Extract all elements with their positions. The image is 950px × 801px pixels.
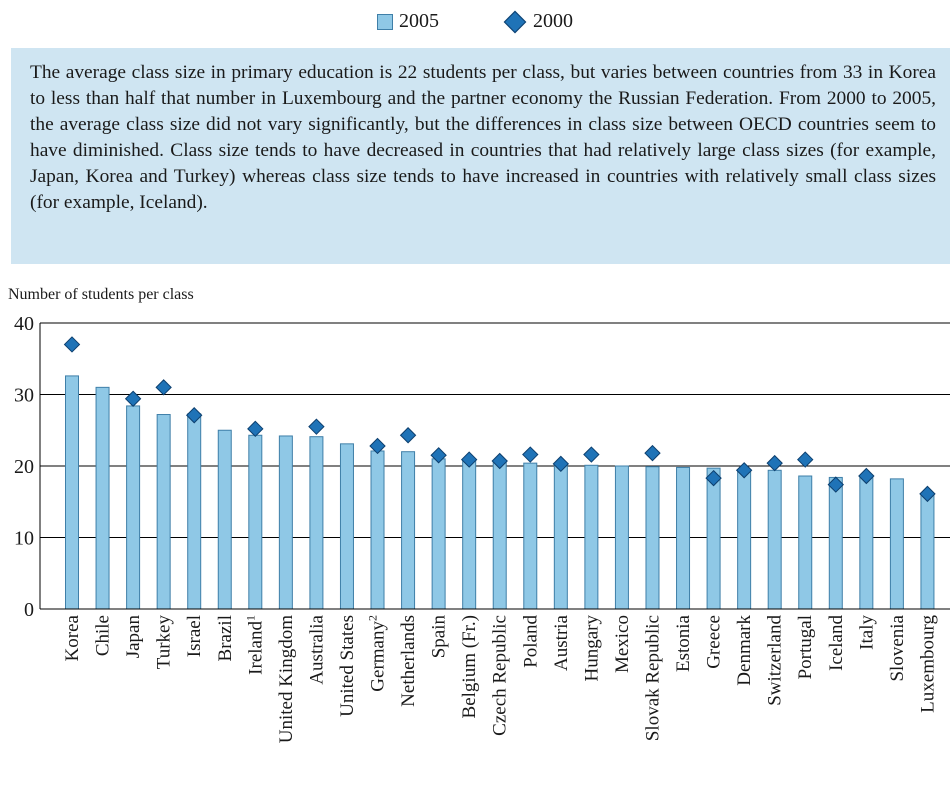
legend-item-2005: 2005 xyxy=(377,10,439,33)
x-tick-label: United Kingdom xyxy=(276,615,297,743)
x-tick-label: Japan xyxy=(123,615,144,659)
marker-2000 xyxy=(460,451,478,468)
bar-2005 xyxy=(370,450,385,610)
bar-2005 xyxy=(187,413,202,610)
summary-text: The average class size in primary educat… xyxy=(30,62,936,213)
bar-2005 xyxy=(676,466,691,610)
bar-2005 xyxy=(767,469,782,610)
y-tick-label: 10 xyxy=(14,528,34,550)
x-tick-label: Portugal xyxy=(795,615,816,679)
marker-2000 xyxy=(430,447,447,464)
bar-2005 xyxy=(920,494,935,610)
marker-2000 xyxy=(308,418,325,435)
marker-2000 xyxy=(155,379,172,396)
x-tick-label: Hungary xyxy=(581,615,602,682)
bar-2005 xyxy=(553,463,568,610)
x-tick-label: Germany2 xyxy=(366,615,389,692)
x-tick-label: Czech Republic xyxy=(490,615,511,736)
bar-2005 xyxy=(584,464,599,610)
bar-2005 xyxy=(828,476,843,610)
bar-2005 xyxy=(859,476,874,610)
x-tick-label: Austria xyxy=(551,614,572,671)
legend-label-2000: 2000 xyxy=(533,10,573,32)
y-axis-label: Number of students per class xyxy=(8,286,194,303)
bar-2005 xyxy=(889,478,904,610)
x-tick-label: Brazil xyxy=(215,615,236,661)
bar-2005 xyxy=(65,375,79,610)
marker-2000 xyxy=(735,462,753,479)
bar-2005 xyxy=(401,451,416,610)
bar-2005 xyxy=(309,436,324,610)
x-tick-label: Slovenia xyxy=(887,614,908,681)
x-tick-label: Denmark xyxy=(734,615,755,686)
bar-2005 xyxy=(156,414,171,610)
marker-2000 xyxy=(522,446,539,463)
x-tick-label: Italy xyxy=(856,615,877,650)
bar-2005 xyxy=(278,435,293,610)
x-tick-label: Switzerland xyxy=(765,615,786,706)
legend-label-2005: 2005 xyxy=(399,10,439,32)
y-tick-label: 20 xyxy=(14,456,34,478)
legend-bar-swatch xyxy=(377,13,393,30)
bar-2005 xyxy=(798,475,813,610)
marker-2000 xyxy=(63,336,81,353)
bar-2005 xyxy=(248,434,263,610)
bar-2005 xyxy=(645,466,660,610)
bar-2005 xyxy=(95,386,110,610)
x-tick-label: Iceland xyxy=(826,615,847,671)
bar-2005 xyxy=(339,443,354,610)
marker-2000 xyxy=(827,476,845,493)
bar-2005 xyxy=(431,458,446,610)
x-tick-label: Chile xyxy=(93,615,114,656)
x-tick-label: Belgium (Fr.) xyxy=(459,615,480,718)
marker-2000 xyxy=(247,420,264,438)
x-tick-label: Mexico xyxy=(612,615,633,673)
x-tick-label: Turkey xyxy=(154,615,175,670)
chart-legend: 2005 2000 xyxy=(0,10,950,33)
marker-2000 xyxy=(124,390,142,407)
x-tick-label: Estonia xyxy=(673,614,694,672)
marker-2000 xyxy=(644,444,661,462)
bar-2005 xyxy=(492,461,507,610)
y-tick-label: 30 xyxy=(14,385,34,407)
marker-2000 xyxy=(919,485,936,503)
bar-2005 xyxy=(706,467,721,610)
marker-2000 xyxy=(766,454,783,472)
x-tick-label: Poland xyxy=(520,615,541,668)
marker-2000 xyxy=(369,437,386,455)
y-tick-label: 40 xyxy=(14,313,34,335)
y-tick-label: 0 xyxy=(24,599,34,621)
summary-panel: The average class size in primary educat… xyxy=(11,48,950,264)
x-tick-label: Greece xyxy=(704,615,725,669)
x-tick-label: Slovak Republic xyxy=(642,615,663,741)
bar-2005 xyxy=(737,469,752,610)
marker-2000 xyxy=(552,455,570,473)
x-tick-label: Korea xyxy=(62,614,83,661)
marker-2000 xyxy=(491,452,508,470)
marker-2000 xyxy=(797,451,814,468)
bar-2005 xyxy=(462,459,477,610)
marker-2000 xyxy=(858,467,875,485)
marker-2000 xyxy=(185,407,203,424)
x-tick-label: Israel xyxy=(184,615,205,657)
bar-2005 xyxy=(126,405,141,610)
x-tick-label: Netherlands xyxy=(398,615,419,707)
x-tick-label: Russian Federation xyxy=(948,615,950,762)
legend-item-2000: 2000 xyxy=(503,10,573,33)
x-tick-label: Luxembourg xyxy=(917,615,938,713)
x-tick-label: Australia xyxy=(306,614,327,684)
x-tick-label: United States xyxy=(337,615,358,717)
bar-2005 xyxy=(614,465,629,610)
marker-2000 xyxy=(583,446,600,463)
bar-2005 xyxy=(523,462,538,610)
x-tick-label: Ireland1 xyxy=(243,615,266,675)
marker-2000 xyxy=(705,469,722,487)
marker-2000 xyxy=(399,427,417,444)
x-tick-label: Spain xyxy=(429,615,450,659)
bar-2005 xyxy=(217,429,232,610)
